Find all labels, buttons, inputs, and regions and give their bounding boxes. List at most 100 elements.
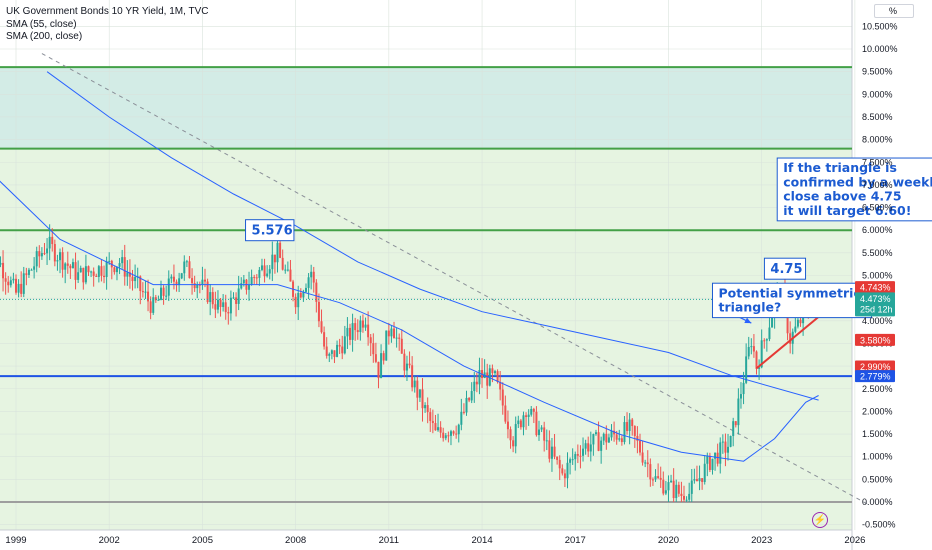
candle-body (227, 312, 230, 314)
candle-body (284, 269, 287, 271)
candle-body (74, 262, 77, 280)
candle-body (139, 276, 142, 292)
candle-body (4, 278, 7, 282)
candle-body (501, 389, 504, 406)
candle-body (654, 476, 657, 480)
candle-body (0, 262, 2, 265)
y-tick-label: 10.000% (862, 44, 898, 54)
x-tick-label: 2020 (658, 535, 679, 546)
candle-body (84, 266, 87, 283)
candle-body (496, 371, 499, 382)
candle-body (103, 275, 106, 278)
sma-55-line (0, 180, 819, 462)
candle-body (268, 269, 271, 274)
candle-body (61, 252, 64, 270)
candle-body (100, 266, 103, 276)
symbol-title[interactable]: UK Government Bonds 10 YR Yield, 1M, TVC (6, 6, 209, 17)
candle-body (216, 299, 219, 310)
candle-body (79, 267, 82, 273)
candle-body (279, 242, 282, 258)
candle-body (286, 269, 289, 271)
price-scale-unit-button[interactable]: % (874, 4, 914, 18)
candle-body (92, 271, 95, 276)
price-label-bg (855, 360, 895, 373)
candle-body (299, 292, 302, 298)
candle-body (411, 365, 414, 388)
candle-body (765, 339, 768, 341)
candle-body (27, 269, 30, 275)
candle-body (15, 278, 17, 293)
candle-body (387, 330, 390, 337)
candle-body (462, 411, 465, 413)
candle-body (398, 337, 401, 339)
candle-body (499, 381, 502, 390)
candle-body (178, 278, 181, 286)
x-tick-label: 2014 (471, 535, 492, 546)
candle-body (118, 263, 121, 267)
candle-body (566, 462, 569, 479)
candle-body (794, 326, 797, 332)
annotation-text: 4.75 (770, 262, 802, 277)
price-label-countdown: 25d 12h (860, 304, 893, 314)
candle-body (426, 405, 429, 413)
candle-body (670, 480, 673, 483)
candle-body (30, 269, 33, 271)
annotation-text: triangle? (718, 300, 781, 315)
candle-body (359, 320, 362, 333)
candle-body (206, 281, 209, 303)
candle-body (701, 478, 704, 482)
candle-body (22, 273, 25, 294)
candle-body (527, 414, 530, 417)
candle-body (304, 287, 307, 292)
candle-body (38, 251, 41, 257)
annotation-box (776, 157, 932, 222)
candle-body (664, 490, 667, 494)
candle-body (519, 420, 522, 428)
candle-body (514, 424, 517, 447)
candle-body (512, 440, 515, 447)
candle-body (108, 260, 111, 262)
candle-body (258, 269, 261, 278)
candle-body (157, 299, 160, 301)
candle-body (646, 462, 649, 465)
sma-55-legend[interactable]: SMA (55, close) (6, 18, 77, 30)
candle-body (172, 276, 175, 282)
candle-body (739, 394, 742, 399)
candle-body (351, 323, 354, 340)
candle-body (214, 304, 217, 310)
candle-body (154, 297, 157, 301)
annotation-box (711, 282, 872, 319)
price-label-bg (855, 370, 895, 383)
candle-body (354, 323, 357, 331)
candle-body (408, 363, 411, 366)
candle-body (191, 278, 194, 284)
candle-body (475, 381, 478, 385)
candle-body (449, 431, 452, 436)
candle-body (201, 279, 204, 285)
candle-body (126, 272, 129, 277)
candle-body (424, 405, 427, 409)
candle-body (325, 346, 328, 356)
candle-body (170, 276, 173, 279)
zone-band (0, 148, 852, 231)
candle-body (677, 484, 680, 494)
candle-body (615, 434, 618, 440)
candle-body (134, 276, 137, 282)
y-tick-label: 8.000% (862, 135, 893, 145)
candle-body (302, 291, 305, 298)
x-tick-label: 2017 (565, 535, 586, 546)
candle-body (403, 353, 406, 371)
candle-body (43, 253, 46, 255)
price-label-bg (855, 333, 895, 346)
candle-body (626, 422, 629, 431)
candle-body (641, 452, 644, 463)
candle-body (281, 257, 284, 270)
candle-body (584, 443, 587, 449)
sma-200-legend[interactable]: SMA (200, close) (6, 31, 83, 42)
lightning-icon[interactable]: ⚡ (812, 512, 828, 528)
candle-body (460, 411, 463, 425)
candle-body (20, 283, 23, 294)
candle-body (478, 370, 481, 385)
candle-body (248, 285, 251, 290)
